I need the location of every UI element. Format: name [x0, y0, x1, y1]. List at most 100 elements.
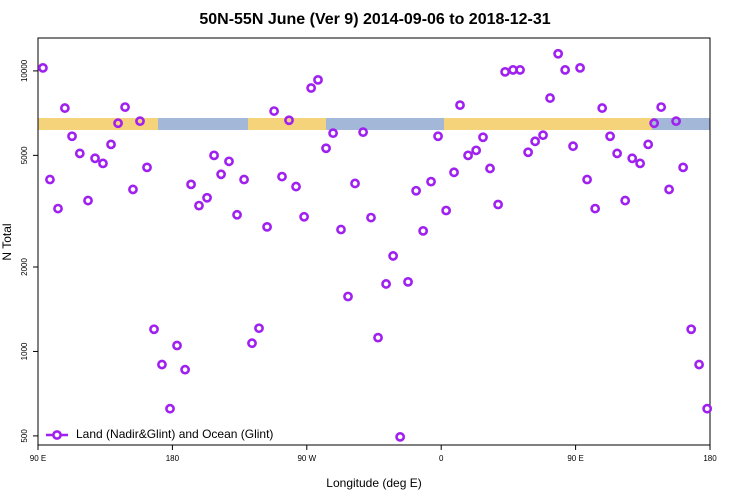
data-point — [149, 324, 159, 335]
data-point — [299, 211, 310, 222]
data-point — [418, 225, 429, 236]
data-point — [38, 62, 48, 73]
data-point — [232, 209, 242, 220]
data-point — [500, 66, 511, 77]
data-point — [643, 139, 654, 150]
x-tick-label: 0 — [439, 454, 444, 463]
data-point — [530, 136, 541, 147]
data-point — [449, 167, 459, 178]
data-point — [254, 323, 264, 334]
data-point — [411, 185, 422, 196]
data-point — [403, 276, 413, 287]
legend-label: Land (Nadir&Glint) and Ocean (Glint) — [76, 427, 273, 441]
data-point — [135, 116, 145, 127]
data-point — [463, 150, 473, 161]
data-point — [597, 103, 608, 113]
data-point — [485, 163, 495, 174]
land-ocean-strip — [38, 118, 710, 130]
data-point — [216, 169, 226, 180]
data-point — [74, 148, 85, 159]
data-point — [120, 102, 130, 112]
y-axis-label: N Total — [0, 223, 14, 260]
data-point — [157, 359, 167, 370]
data-point — [67, 131, 77, 142]
data-point — [202, 192, 212, 203]
data-point — [702, 403, 713, 414]
data-point — [106, 139, 116, 150]
data-point — [478, 132, 488, 143]
data-point — [165, 403, 175, 414]
data-point — [395, 431, 406, 442]
data-point — [590, 203, 601, 214]
data-point — [441, 205, 452, 216]
data-point — [343, 291, 353, 302]
data-point — [277, 171, 287, 182]
data-point — [366, 212, 376, 223]
data-point — [455, 100, 465, 111]
x-tick-label: 90 E — [567, 454, 583, 463]
data-point — [194, 200, 204, 211]
data-point — [90, 153, 100, 164]
data-point — [306, 83, 317, 93]
data-point — [381, 279, 391, 289]
data-point — [582, 174, 592, 185]
data-point — [239, 174, 249, 185]
data-point — [553, 48, 564, 59]
data-point — [433, 131, 443, 142]
plot-frame — [37, 37, 711, 446]
data-point — [269, 106, 279, 116]
data-point — [83, 195, 93, 206]
data-point — [59, 103, 70, 113]
data-point — [142, 162, 152, 173]
data-point — [493, 199, 503, 210]
data-point — [321, 143, 331, 154]
data-point — [291, 181, 301, 192]
data-point — [98, 158, 108, 169]
data-point — [45, 174, 55, 185]
data-point — [262, 221, 272, 232]
data-point — [686, 324, 697, 335]
data-point — [605, 131, 615, 142]
data-point — [620, 195, 631, 206]
data-point — [568, 141, 578, 152]
data-point — [53, 203, 63, 214]
data-point — [635, 158, 646, 169]
data-point — [678, 162, 689, 173]
data-point — [471, 145, 482, 156]
data-point — [336, 224, 346, 235]
data-point — [113, 118, 123, 129]
data-point — [358, 127, 368, 138]
data-point — [515, 65, 525, 75]
data-point — [128, 184, 138, 195]
data-point — [284, 115, 294, 126]
data-point — [186, 179, 196, 190]
land-band — [444, 118, 652, 130]
x-tick-label: 90 E — [30, 454, 46, 463]
data-point — [694, 359, 704, 370]
chart-title: 50N-55N June (Ver 9) 2014-09-06 to 2018-… — [199, 11, 550, 28]
data-point — [523, 147, 534, 158]
data-point — [671, 116, 682, 127]
y-tick-label: 5000 — [20, 146, 29, 164]
data-point — [649, 118, 660, 129]
data-point — [575, 62, 585, 73]
data-point — [247, 338, 257, 349]
legend-marker — [52, 430, 62, 440]
data-point — [627, 153, 638, 164]
data-point — [545, 93, 555, 103]
data-point — [313, 74, 323, 85]
data-point — [172, 340, 182, 351]
data-point — [388, 251, 399, 261]
data-point — [612, 148, 623, 159]
data-point — [656, 102, 667, 112]
x-axis-label: Longitude (deg E) — [326, 476, 421, 490]
data-point — [560, 65, 571, 75]
data-point — [350, 178, 360, 189]
data-point — [664, 184, 674, 195]
data-point — [538, 130, 548, 141]
data-point — [426, 176, 436, 187]
y-tick-label: 2000 — [20, 258, 29, 276]
land-band — [38, 118, 158, 130]
x-tick-label: 180 — [166, 454, 180, 463]
